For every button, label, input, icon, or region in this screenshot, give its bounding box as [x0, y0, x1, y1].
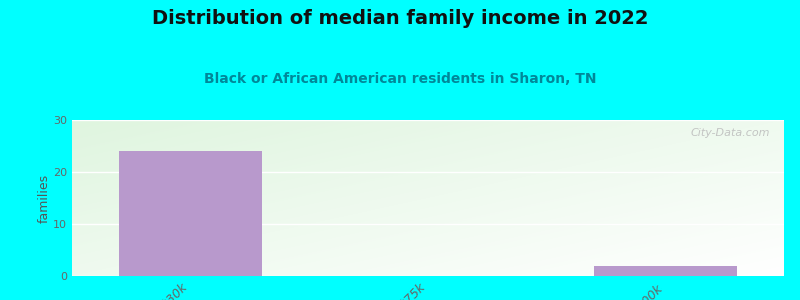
Text: Black or African American residents in Sharon, TN: Black or African American residents in S… [204, 72, 596, 86]
Bar [119, 151, 262, 276]
Bar [594, 266, 737, 276]
Text: Distribution of median family income in 2022: Distribution of median family income in … [152, 9, 648, 28]
Text: City-Data.com: City-Data.com [690, 128, 770, 138]
Y-axis label: families: families [38, 173, 50, 223]
